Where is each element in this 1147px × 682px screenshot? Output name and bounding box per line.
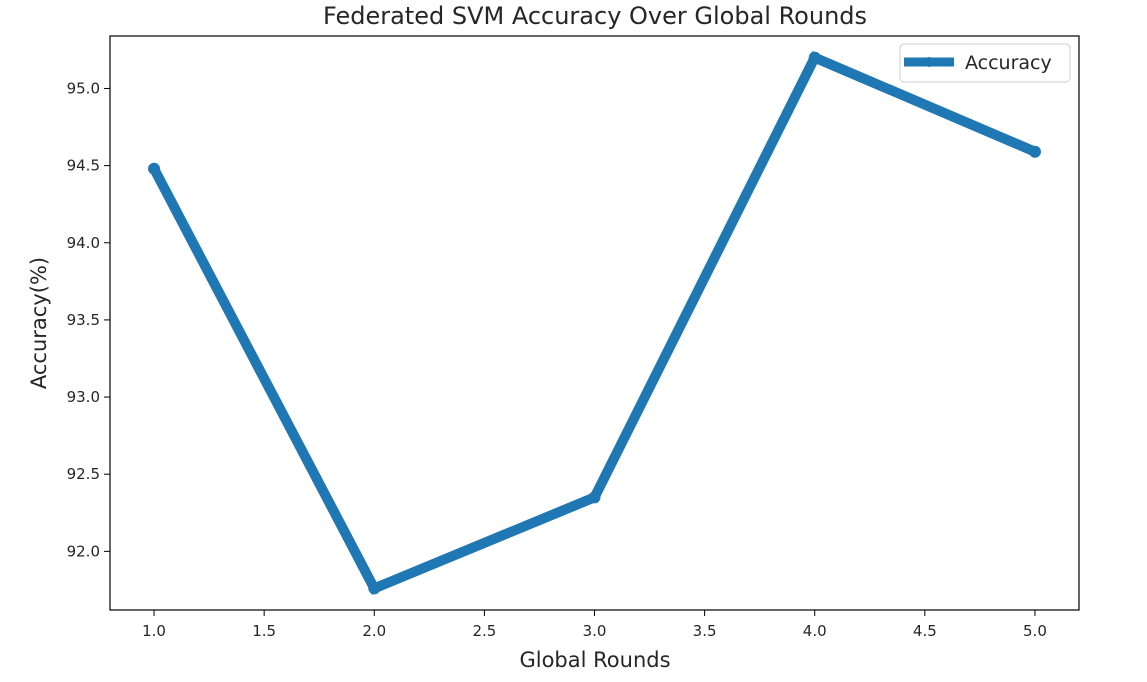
plot-area-frame bbox=[109, 35, 1080, 611]
x-tick-label: 3.0 bbox=[583, 622, 607, 640]
legend: Accuracy bbox=[899, 43, 1071, 83]
x-tick-label: 4.5 bbox=[913, 622, 937, 640]
x-tick-label: 1.0 bbox=[142, 622, 166, 640]
x-tick-label: 4.0 bbox=[803, 622, 827, 640]
series-line bbox=[149, 51, 1037, 595]
legend-box bbox=[899, 43, 1071, 83]
chart-title: Federated SVM Accuracy Over Global Round… bbox=[323, 2, 867, 30]
y-tick-label: 94.0 bbox=[67, 234, 100, 252]
data-point bbox=[1028, 145, 1041, 158]
x-tick-label: 2.5 bbox=[472, 622, 496, 640]
y-tick-label: 94.5 bbox=[67, 157, 100, 175]
y-axis-label: Accuracy(%) bbox=[27, 257, 51, 389]
data-point bbox=[808, 51, 821, 64]
legend-series-marker bbox=[924, 57, 934, 67]
x-tick-label: 3.5 bbox=[693, 622, 717, 640]
y-tick-label: 93.0 bbox=[67, 388, 100, 406]
data-point bbox=[588, 491, 601, 504]
x-axis-ticks: 1.0 1.5 2.0 2.5 3.0 3.5 4.0 4.5 5.0 bbox=[142, 610, 1047, 640]
data-point bbox=[148, 162, 161, 175]
y-tick-label: 92.0 bbox=[67, 542, 100, 560]
legend-series-label: Accuracy bbox=[965, 52, 1052, 74]
y-tick-label: 92.5 bbox=[67, 465, 100, 483]
y-axis-ticks: 92.0 92.5 93.0 93.5 94.0 94.5 95.0 bbox=[67, 79, 110, 560]
x-axis-label: Global Rounds bbox=[519, 648, 670, 672]
y-tick-label: 93.5 bbox=[67, 311, 100, 329]
data-point bbox=[368, 582, 381, 595]
y-tick-label: 95.0 bbox=[67, 79, 100, 97]
x-tick-label: 2.0 bbox=[362, 622, 386, 640]
series-layer bbox=[148, 51, 1041, 595]
x-tick-label: 5.0 bbox=[1023, 622, 1047, 640]
x-tick-label: 1.5 bbox=[252, 622, 276, 640]
